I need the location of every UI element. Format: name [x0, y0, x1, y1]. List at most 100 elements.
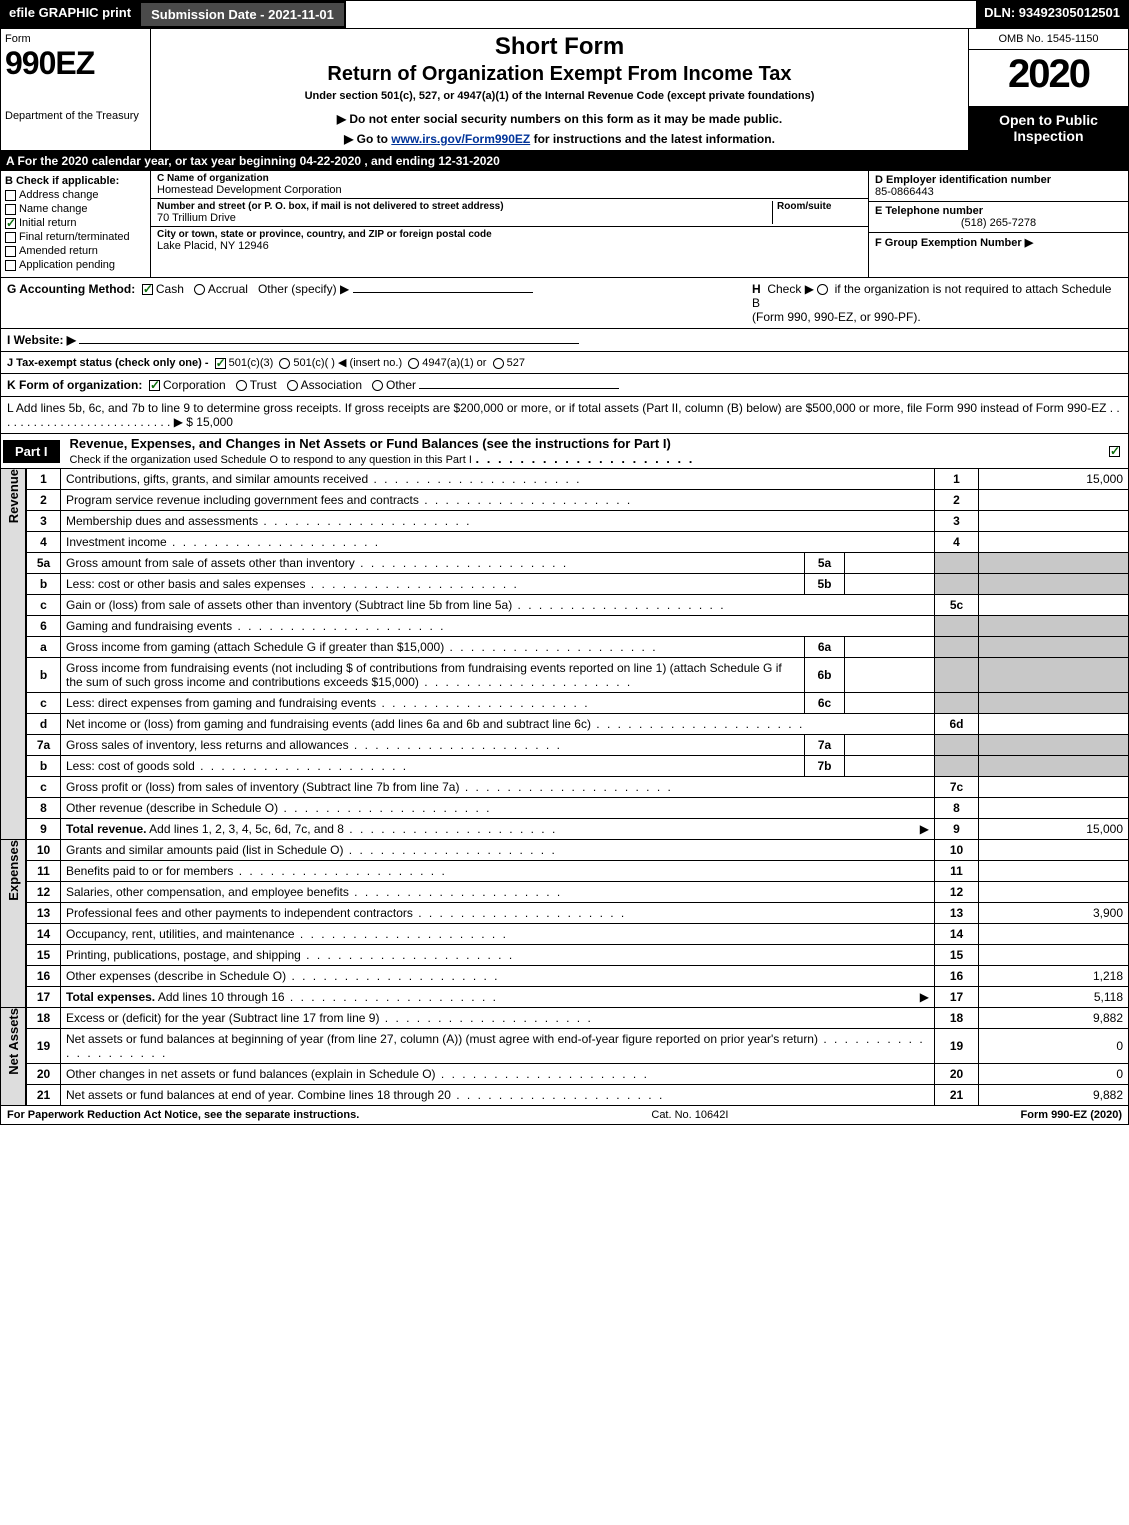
section-h: H Check ▶ if the organization is not req… — [742, 282, 1122, 324]
line-desc: Gross profit or (loss) from sales of inv… — [61, 777, 935, 798]
chk-initial-return[interactable]: Initial return — [5, 217, 146, 229]
ref-col: 18 — [935, 1008, 979, 1029]
line-desc: Gross sales of inventory, less returns a… — [61, 735, 805, 756]
line-desc: Other revenue (describe in Schedule O) — [61, 798, 935, 819]
footer-cat: Cat. No. 10642I — [359, 1109, 1020, 1121]
val-col — [979, 777, 1129, 798]
revenue-side-label: Revenue — [0, 469, 26, 840]
ref-col: 3 — [935, 511, 979, 532]
line-row: 12Salaries, other compensation, and empl… — [27, 882, 1129, 903]
line-number: 4 — [27, 532, 61, 553]
line-row: 21Net assets or fund balances at end of … — [27, 1085, 1129, 1106]
sub-ref: 5b — [805, 574, 845, 595]
street-value: 70 Trillium Drive — [157, 212, 772, 224]
radio-icon[interactable] — [279, 358, 290, 369]
h-text1: Check ▶ — [767, 282, 814, 296]
sub-val — [845, 553, 935, 574]
form-header: Form 990EZ Department of the Treasury Sh… — [0, 29, 1129, 151]
line-desc: Professional fees and other payments to … — [61, 903, 935, 924]
section-g: G Accounting Method: Cash Accrual Other … — [7, 282, 742, 324]
line-row: bLess: cost of goods sold7b — [27, 756, 1129, 777]
checkbox-icon[interactable] — [5, 232, 16, 243]
line-desc: Less: cost or other basis and sales expe… — [61, 574, 805, 595]
expenses-side-label: Expenses — [0, 840, 26, 1008]
val-col: 15,000 — [979, 819, 1129, 840]
val-col: 3,900 — [979, 903, 1129, 924]
checkbox-icon[interactable] — [1109, 446, 1120, 457]
val-col — [979, 532, 1129, 553]
omb-number: OMB No. 1545-1150 — [969, 29, 1128, 50]
checkbox-icon[interactable] — [5, 246, 16, 257]
val-col — [979, 637, 1129, 658]
chk-address-change[interactable]: Address change — [5, 189, 146, 201]
checkbox-icon[interactable] — [5, 218, 16, 229]
k-trust: Trust — [250, 378, 277, 392]
section-j: J Tax-exempt status (check only one) - 5… — [0, 352, 1129, 374]
website-input[interactable] — [79, 343, 579, 344]
irs-link[interactable]: www.irs.gov/Form990EZ — [391, 132, 530, 146]
section-l: L Add lines 5b, 6c, and 7b to line 9 to … — [0, 397, 1129, 434]
sub-ref: 7b — [805, 756, 845, 777]
header-right: OMB No. 1545-1150 2020 Open to Public In… — [968, 29, 1128, 150]
line-row: cLess: direct expenses from gaming and f… — [27, 693, 1129, 714]
form-word: Form — [5, 33, 146, 45]
checkbox-icon[interactable] — [5, 204, 16, 215]
radio-icon[interactable] — [236, 380, 247, 391]
chk-app-pending[interactable]: Application pending — [5, 259, 146, 271]
line-desc: Gross income from gaming (attach Schedul… — [61, 637, 805, 658]
radio-icon[interactable] — [194, 284, 205, 295]
street-label: Number and street (or P. O. box, if mail… — [157, 201, 772, 212]
line-desc: Contributions, gifts, grants, and simila… — [61, 469, 935, 490]
line-row: cGross profit or (loss) from sales of in… — [27, 777, 1129, 798]
val-col — [979, 882, 1129, 903]
radio-icon[interactable] — [372, 380, 383, 391]
line-number: 3 — [27, 511, 61, 532]
line-desc: Less: cost of goods sold — [61, 756, 805, 777]
ref-col — [935, 637, 979, 658]
val-col — [979, 693, 1129, 714]
radio-icon[interactable] — [287, 380, 298, 391]
line-number: 19 — [27, 1029, 61, 1064]
radio-icon[interactable] — [408, 358, 419, 369]
line-desc: Benefits paid to or for members — [61, 861, 935, 882]
radio-icon[interactable] — [493, 358, 504, 369]
line-desc: Salaries, other compensation, and employ… — [61, 882, 935, 903]
chk-final-return[interactable]: Final return/terminated — [5, 231, 146, 243]
efile-label[interactable]: efile GRAPHIC print — [1, 1, 139, 28]
checkbox-icon[interactable] — [215, 358, 226, 369]
chk-name-change[interactable]: Name change — [5, 203, 146, 215]
phone-label: E Telephone number — [875, 205, 1122, 217]
part1-title: Revenue, Expenses, and Changes in Net As… — [62, 434, 1104, 468]
goto-post: for instructions and the latest informat… — [530, 132, 775, 146]
group-exempt-label: F Group Exemption Number ▶ — [875, 237, 1033, 249]
part1-tab: Part I — [3, 440, 60, 463]
val-col — [979, 861, 1129, 882]
line-row: 17Total expenses. Add lines 10 through 1… — [27, 987, 1129, 1008]
line-desc: Gaming and fundraising events — [61, 616, 935, 637]
ref-col: 2 — [935, 490, 979, 511]
part1-checkbox[interactable] — [1104, 444, 1128, 458]
street-row: Number and street (or P. O. box, if mail… — [151, 199, 868, 227]
radio-icon[interactable] — [817, 284, 828, 295]
val-col — [979, 553, 1129, 574]
k-other-input[interactable] — [419, 388, 619, 389]
checkbox-icon[interactable] — [5, 190, 16, 201]
checkbox-icon[interactable] — [5, 260, 16, 271]
val-col — [979, 595, 1129, 616]
checkbox-icon[interactable] — [142, 284, 153, 295]
val-col — [979, 658, 1129, 693]
line-number: 9 — [27, 819, 61, 840]
line-number: 16 — [27, 966, 61, 987]
line-desc: Grants and similar amounts paid (list in… — [61, 840, 935, 861]
chk-amended[interactable]: Amended return — [5, 245, 146, 257]
g-other-input[interactable] — [353, 292, 533, 293]
ref-col — [935, 553, 979, 574]
line-number: 13 — [27, 903, 61, 924]
checkbox-icon[interactable] — [149, 380, 160, 391]
line-desc: Net assets or fund balances at beginning… — [61, 1029, 935, 1064]
j-4947: 4947(a)(1) or — [422, 357, 486, 369]
footer-right: Form 990-EZ (2020) — [1021, 1109, 1122, 1121]
section-b: B Check if applicable: Address change Na… — [1, 171, 151, 277]
ref-col: 21 — [935, 1085, 979, 1106]
submission-date: Submission Date - 2021-11-01 — [139, 1, 346, 28]
